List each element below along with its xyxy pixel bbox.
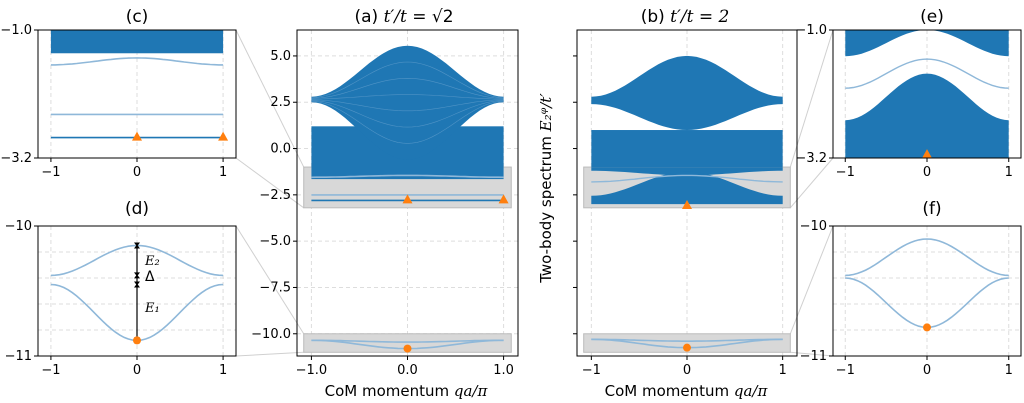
bound-line-b-upper	[591, 174, 783, 183]
xtick-label-f-1: 0	[923, 363, 931, 378]
xlabel-b: CoM momentum qa/π	[605, 382, 769, 400]
panel-c: −1 0 1 −1.0 −3.2	[0, 23, 237, 180]
xlabel-a: CoM momentum qa/π	[325, 382, 489, 400]
xtick-label-b-0: −1	[582, 363, 601, 378]
xtick-label-e-1: 0	[923, 165, 931, 180]
xtick-label-c-0: −1	[41, 165, 60, 180]
marker-c-0	[132, 131, 142, 141]
xtick-label-d-2: 1	[219, 363, 227, 378]
ytick-label-a-5: −7.5	[259, 280, 291, 295]
ytick-label-a-3: −2.5	[259, 188, 291, 203]
arrowhead-up-d-2	[134, 283, 140, 288]
continuum-texture-a-4	[311, 94, 504, 100]
xtick-label-a-0: −1.0	[296, 363, 328, 378]
annotation-delta: Δ	[145, 269, 155, 285]
ytick-label-d-1: −11	[5, 349, 32, 364]
continuum-lower-bulge-b	[591, 167, 783, 176]
xtick-label-a-2: 1.0	[493, 363, 514, 378]
panel-a: −1.0 0.0 1.0 5.0 2.5 0.0 −2.5 −5.0 −7.5 −10.0	[251, 29, 519, 378]
ytick-label-a-0: 5.0	[270, 49, 291, 64]
panel-e: −1 0 1 −1.0 −3.2	[795, 23, 1022, 180]
ytick-label-a-4: −5.0	[259, 234, 291, 249]
annotation-e1: E₁	[144, 301, 160, 316]
ytick-label-e-0: −1.0	[795, 23, 827, 38]
marker-a-1	[498, 194, 509, 204]
continuum-texture-a-1	[311, 101, 504, 144]
bound-state-a-3	[311, 339, 504, 343]
continuum-texture-a-6	[311, 61, 504, 98]
continuum-upper-b	[591, 55, 783, 130]
continuum-top-e	[845, 30, 1009, 57]
xtick-label-b-1: 0	[683, 363, 691, 378]
zoom-connector-2	[235, 225, 305, 335]
arrowhead-up-d-0	[134, 244, 140, 249]
xtick-label-e-0: −1	[836, 165, 855, 180]
ytick-label-a-1: 2.5	[270, 95, 291, 110]
continuum-upper-a	[311, 45, 504, 160]
xtick-label-d-1: 0	[133, 363, 141, 378]
bound-state-a-0	[311, 174, 504, 179]
zoom-connector-3	[235, 351, 304, 357]
marker-d-0	[133, 336, 141, 345]
xtick-label-d-0: −1	[41, 363, 60, 378]
ytick-label-c-1: −3.2	[0, 151, 32, 166]
continuum-c	[50, 30, 224, 54]
annotation-e2: E₂	[144, 254, 160, 269]
ytick-label-a-2: 0.0	[270, 142, 291, 157]
ylabel-b: Two-body spectrum E₂ᵠ/t′	[537, 93, 555, 284]
bound-line-e	[845, 58, 1009, 89]
continuum-lower-b	[591, 130, 783, 168]
ytick-label-e-1: −3.2	[795, 151, 827, 166]
title-b: (b) t′/t = 2	[641, 7, 730, 27]
marker-f-0	[923, 323, 931, 332]
bound-state-b-0	[591, 338, 783, 343]
ytick-label-a-6: −10.0	[251, 327, 291, 342]
panels: −1.0 0.0 1.05.02.50.0−2.5−5.0−7.5−10.0−1 0 1…	[0, 23, 1022, 378]
xtick-label-c-1: 0	[133, 165, 141, 180]
xtick-label-f-0: −1	[836, 363, 855, 378]
panel-b: −1 0 1	[573, 29, 798, 378]
title-d: (d)	[125, 199, 149, 219]
marker-e-0	[922, 149, 932, 159]
title-f: (f)	[922, 199, 941, 219]
zoom-connector-0	[235, 29, 305, 168]
ytick-label-d-0: −10	[5, 219, 32, 234]
xtick-label-b-2: 1	[779, 363, 787, 378]
xtick-label-c-2: 1	[219, 165, 227, 180]
continuum-texture-a-3	[311, 99, 504, 112]
panel-d: −1 0 1−10−11	[5, 219, 237, 378]
continuum-texture-a-5	[311, 77, 504, 99]
title-a: (a) t′/t = √2	[354, 7, 453, 27]
marker-a-0	[402, 194, 413, 204]
continuum-bound-b	[591, 171, 783, 205]
arrowhead-up-d-1	[134, 274, 140, 279]
title-c: (c)	[126, 7, 149, 27]
zoom-connector-1	[235, 157, 305, 209]
xtick-label-f-2: 1	[1005, 363, 1013, 378]
continuum-bound-e	[845, 73, 1009, 158]
marker-c-1	[218, 131, 229, 141]
title-e: (e)	[920, 7, 944, 27]
ytick-label-f-0: −10	[800, 219, 827, 234]
highlight-box-b-1	[583, 333, 791, 353]
ytick-label-c-0: −1.0	[0, 23, 32, 38]
ytick-label-f-1: −11	[800, 349, 827, 364]
xtick-label-e-2: 1	[1005, 165, 1013, 180]
xtick-label-a-1: 0.0	[397, 363, 418, 378]
bound-state-f-0	[845, 238, 1009, 277]
marker-b-0	[682, 199, 692, 209]
bound-state-c-0	[50, 57, 224, 66]
panel-f: −1 0 1−10−11	[800, 219, 1022, 378]
zoom-connectors	[235, 29, 834, 357]
marker-a-2	[403, 344, 412, 353]
continuum-texture-a-2	[311, 100, 504, 128]
marker-b-1	[683, 343, 691, 352]
